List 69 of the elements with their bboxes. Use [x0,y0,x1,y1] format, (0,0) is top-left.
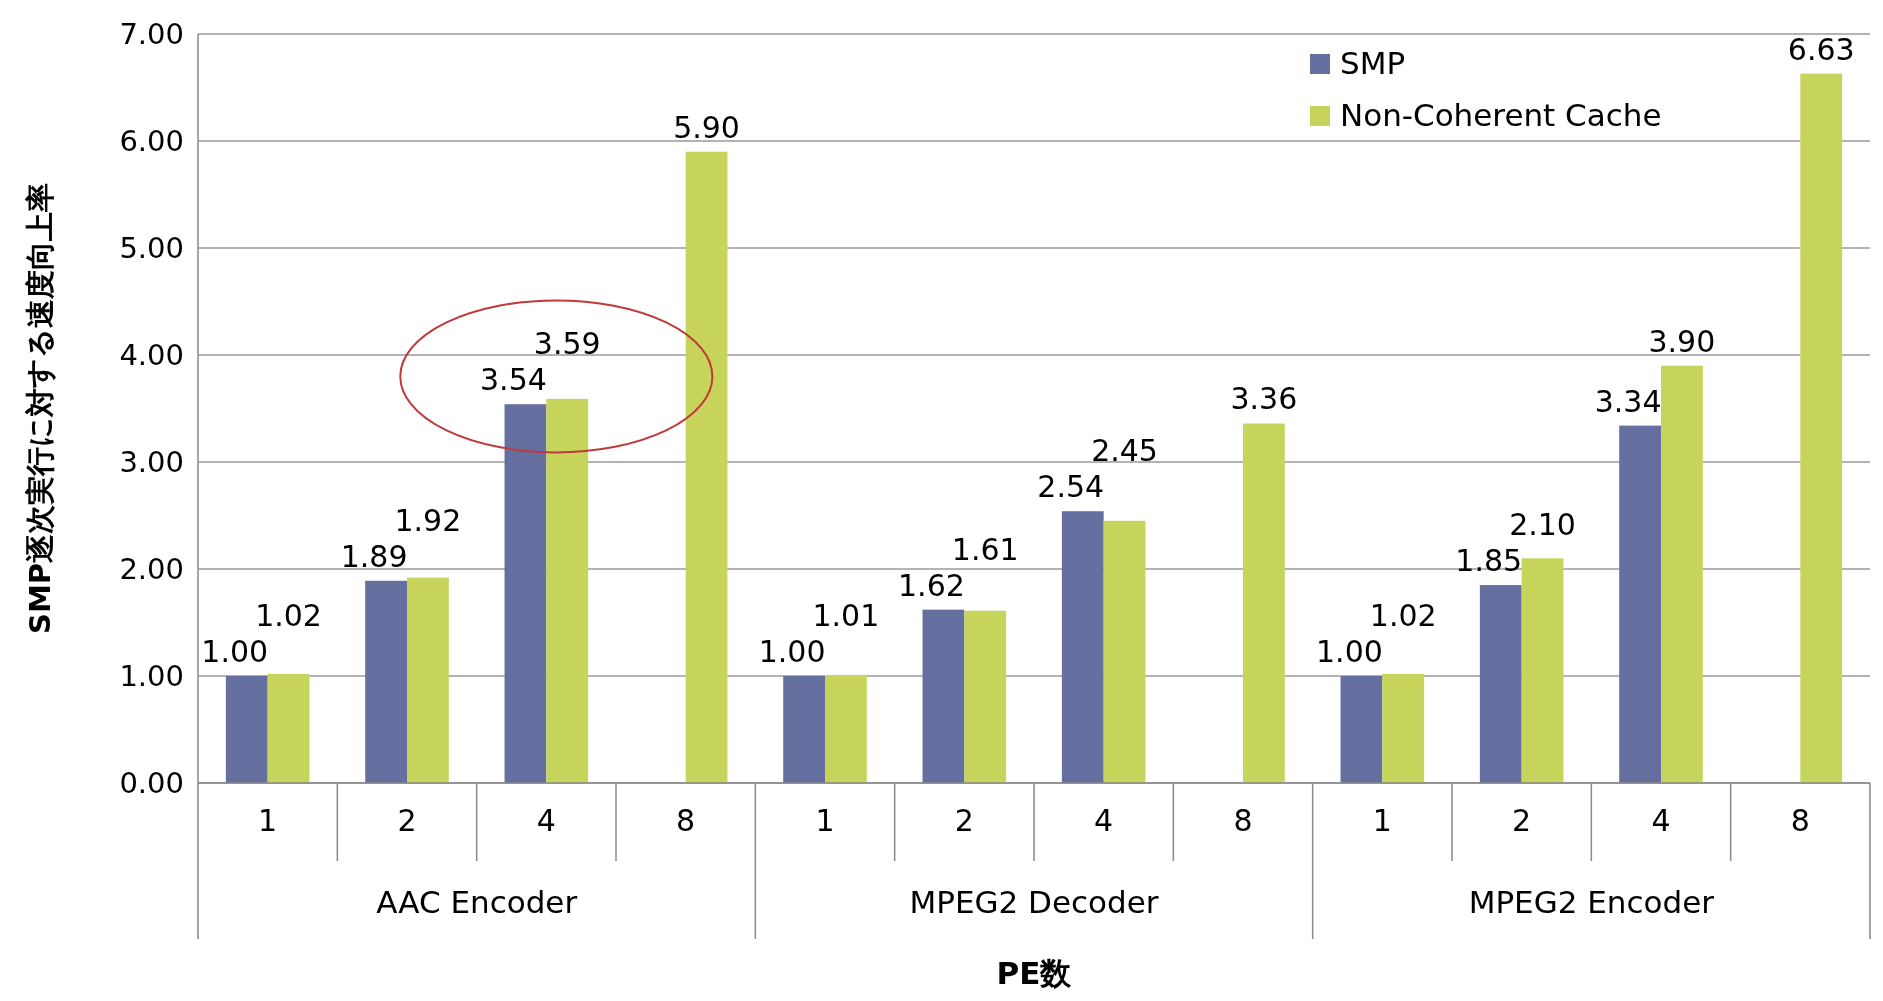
data-label: 1.85 [1455,543,1523,579]
x-axis-title: PE数 [996,955,1073,991]
x-tick-label: 4 [536,803,556,838]
data-label: 1.62 [898,567,965,603]
data-label: 1.00 [1316,634,1383,669]
data-label: 1.89 [340,538,408,574]
bar [1619,425,1661,783]
bar [1800,73,1843,783]
data-label: 2.10 [1509,507,1576,543]
bar [783,676,825,783]
x-tick-label: 8 [1233,803,1253,838]
text: MPEG2 Encoder [1468,884,1715,920]
x-tick-label: 2 [954,803,974,838]
bar [1243,423,1285,783]
data-label: 5.90 [673,109,740,145]
bar [1340,676,1383,783]
data-label: 1.92 [394,502,462,538]
x-tick-label: 8 [1790,803,1810,838]
y-tick-label: 0.00 [119,766,184,800]
bar [1061,511,1104,783]
data-label: 6.63 [1787,31,1855,67]
y-tick-label: 5.00 [119,231,184,265]
bar [225,676,268,783]
data-label: 1.61 [951,531,1019,567]
legend-label: SMP [1340,45,1406,81]
y-tick-label: 6.00 [119,124,184,158]
data-label: 3.36 [1230,381,1298,417]
data-label: 3.54 [480,362,547,398]
bar [407,577,449,783]
data-label: 1.00 [758,634,826,669]
y-tick-label: 3.00 [119,445,184,479]
x-tick-label: 2 [397,803,417,838]
bar [1479,585,1522,783]
x-tick-label: 2 [1512,803,1532,838]
x-tick-label: 1 [258,803,278,838]
x-tick-label: 1 [1372,803,1392,838]
data-label: 2.54 [1037,469,1105,505]
bar [1382,673,1425,783]
data-label: 3.90 [1648,323,1716,359]
bar [1521,558,1564,783]
x-tick-label: 4 [1651,803,1671,838]
y-tick-label: 1.00 [119,659,184,693]
bar [964,610,1007,783]
y-axis-title: SMP逐次実行に対する速度向上率 [23,183,57,634]
bar [267,673,310,783]
bar [922,609,965,783]
text: AAC Encoder [376,884,578,920]
text: MPEG2 Decoder [909,884,1159,920]
y-tick-label: 2.00 [119,552,184,586]
y-tick-label: 7.00 [119,17,184,51]
data-label: 1.01 [812,598,880,633]
bar [685,151,728,783]
bar [1661,365,1703,783]
x-tick-label: 1 [815,803,835,838]
bar [1103,520,1146,783]
data-label: 3.59 [533,326,601,362]
data-label: 1.00 [201,634,269,669]
legend-label: Non-Coherent Cache [1340,97,1662,133]
bar [546,398,589,783]
bar [825,674,867,783]
x-tick-label: 4 [1094,803,1114,838]
data-label: 2.45 [1091,433,1158,469]
y-tick-label: 4.00 [119,338,184,372]
data-label: 3.34 [1594,383,1662,419]
x-tick-label: 8 [676,803,696,838]
bar [365,580,407,783]
data-label: 1.02 [1369,598,1437,633]
data-label: 1.02 [255,598,322,633]
bar [504,404,547,783]
